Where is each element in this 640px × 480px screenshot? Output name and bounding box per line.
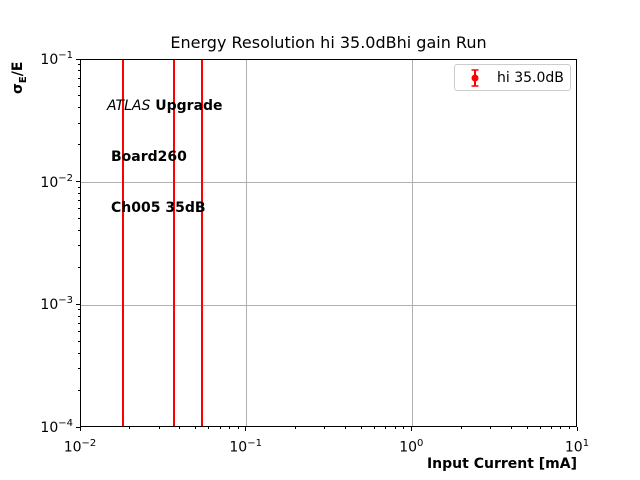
ylabel-rest: /E (10, 61, 26, 77)
x-major-tick (410, 427, 412, 431)
data-line (121, 60, 124, 426)
tick-label: 10−1 (229, 438, 262, 456)
x-minor-tick (219, 427, 221, 429)
y-minor-tick (78, 331, 80, 333)
x-minor-tick (237, 427, 239, 429)
x-minor-tick (526, 427, 528, 429)
y-minor-tick (78, 352, 80, 354)
tick-label: 10−4 (40, 418, 73, 436)
x-major-tick (79, 427, 81, 431)
y-minor-tick (78, 367, 80, 369)
x-minor-tick (539, 427, 541, 429)
x-minor-tick (295, 427, 297, 429)
annotation-line-3: Ch005 35dB (111, 200, 206, 216)
x-minor-tick (129, 427, 131, 429)
y-minor-tick (78, 200, 80, 202)
annotation-text: ATLAS Upgrade Board260 Ch005 35dB (107, 64, 223, 251)
tick-label: 10−1 (40, 50, 73, 68)
y-minor-tick (78, 266, 80, 268)
y-minor-tick (78, 107, 80, 109)
x-major-tick (576, 427, 578, 431)
y-minor-tick (78, 186, 80, 188)
x-minor-tick (208, 427, 210, 429)
y-minor-tick (78, 122, 80, 124)
y-minor-tick (78, 144, 80, 146)
y-minor-tick (78, 64, 80, 66)
x-major-tick (245, 427, 247, 431)
gridline-vertical (411, 60, 413, 426)
x-minor-tick (403, 427, 405, 429)
data-line (172, 60, 175, 426)
y-minor-tick (78, 315, 80, 317)
y-major-tick (76, 181, 80, 183)
x-minor-tick (158, 427, 160, 429)
tick-label: 10−2 (40, 172, 73, 191)
y-minor-tick (78, 218, 80, 220)
y-minor-tick (78, 229, 80, 231)
data-line (200, 60, 203, 426)
x-minor-tick (179, 427, 181, 429)
annotation-line-1: ATLAS Upgrade (107, 98, 223, 115)
x-minor-tick (489, 427, 491, 429)
x-axis-label: Input Current [mA] (426, 456, 577, 472)
y-minor-tick (78, 322, 80, 324)
errorbar-marker-icon (468, 68, 482, 88)
x-minor-tick (568, 427, 570, 429)
y-minor-tick (78, 95, 80, 97)
y-minor-tick (78, 389, 80, 391)
x-minor-tick (460, 427, 462, 429)
x-minor-tick (374, 427, 376, 429)
y-minor-tick (78, 340, 80, 342)
x-minor-tick (229, 427, 231, 429)
y-major-tick (76, 303, 80, 305)
x-minor-tick (550, 427, 552, 429)
y-minor-tick (78, 193, 80, 195)
x-minor-tick (510, 427, 512, 429)
y-minor-tick (78, 77, 80, 79)
plot-area: ATLAS Upgrade Board260 Ch005 35dB hi 35.… (80, 59, 577, 427)
x-minor-tick (385, 427, 387, 429)
y-axis-label: σE/E (10, 62, 29, 94)
tick-label: 101 (564, 438, 590, 456)
legend-label: hi 35.0dB (497, 69, 564, 86)
y-minor-tick (78, 208, 80, 210)
x-minor-tick (394, 427, 396, 429)
y-major-tick (76, 426, 80, 428)
y-minor-tick (78, 85, 80, 87)
tick-label: 10−2 (63, 438, 97, 456)
tick-label: 10−3 (40, 295, 73, 314)
annotation-atlas: ATLAS (107, 98, 151, 114)
x-minor-tick (324, 427, 326, 429)
x-minor-tick (195, 427, 197, 429)
y-major-tick (76, 58, 80, 60)
gridline-horizontal (81, 182, 576, 184)
ylabel-subscript: E (17, 76, 29, 84)
gridline-horizontal (81, 304, 576, 306)
y-minor-tick (78, 70, 80, 72)
y-minor-tick (78, 245, 80, 247)
x-minor-tick (360, 427, 362, 429)
legend: hi 35.0dB (454, 64, 571, 91)
x-minor-tick (344, 427, 346, 429)
ylabel-sigma: σ (10, 83, 26, 94)
gridline-vertical (246, 60, 248, 426)
chart-title: Energy Resolution hi 35.0dBhi gain Run (170, 33, 487, 52)
annotation-upgrade: Upgrade (150, 98, 223, 114)
tick-label: 100 (399, 438, 424, 456)
x-minor-tick (560, 427, 562, 429)
y-minor-tick (78, 309, 80, 311)
annotation-line-2: Board260 (111, 149, 187, 165)
